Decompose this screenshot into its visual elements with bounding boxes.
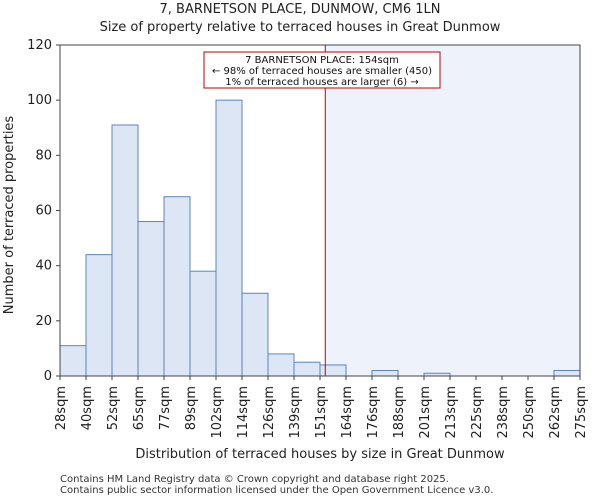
histogram-bar (241, 292, 269, 377)
chart-title: 7, BARNETSON PLACE, DUNMOW, CM6 1LN (159, 2, 441, 17)
x-tick-label: 77sqm (158, 386, 173, 430)
histogram-bar (215, 99, 243, 377)
histogram-bar (267, 353, 295, 377)
x-tick-label: 89sqm (184, 386, 199, 430)
x-tick-label: 102sqm (210, 386, 225, 439)
x-tick-label: 201sqm (418, 386, 433, 439)
x-tick-label: 28sqm (54, 386, 69, 430)
histogram-bar (111, 124, 139, 377)
footer-copyright: Contains HM Land Registry data © Crown c… (60, 474, 449, 485)
histogram-bar (371, 369, 399, 377)
x-tick-label: 40sqm (80, 386, 95, 430)
y-tick-label: 0 (44, 369, 52, 384)
x-tick-label: 238sqm (496, 386, 511, 439)
histogram-bar (319, 364, 347, 377)
x-tick-label: 275sqm (574, 386, 589, 439)
footer-licence: Contains public sector information licen… (60, 485, 494, 496)
x-tick-label: 213sqm (444, 386, 459, 439)
annotation-line-2: ← 98% of terraced houses are smaller (45… (212, 66, 432, 77)
histogram-bar (85, 254, 113, 377)
x-tick-label: 176sqm (366, 386, 381, 439)
histogram-bar (189, 270, 217, 377)
histogram-bar (59, 345, 87, 377)
larger-region-shade (325, 45, 580, 376)
histogram-bar (553, 369, 581, 377)
y-tick-label: 120 (27, 38, 52, 53)
y-tick-label: 100 (27, 93, 52, 108)
y-tick-label: 80 (35, 148, 52, 163)
x-tick-label: 262sqm (548, 386, 563, 439)
histogram-bar (293, 361, 321, 377)
x-tick-label: 250sqm (522, 386, 537, 439)
y-tick-label: 40 (35, 259, 52, 274)
annotation-box (203, 51, 441, 89)
x-tick-label: 139sqm (288, 386, 303, 439)
x-tick-label: 52sqm (106, 386, 121, 430)
x-tick-label: 151sqm (314, 386, 329, 439)
y-axis-label: Number of terraced properties (2, 116, 17, 315)
x-axis-label: Distribution of terraced houses by size … (135, 447, 505, 462)
x-tick-label: 114sqm (236, 386, 251, 439)
marker-annotation: 7 BARNETSON PLACE: 154sqm ← 98% of terra… (203, 51, 441, 89)
y-tick-label: 20 (35, 314, 52, 329)
x-tick-label: 126sqm (262, 386, 277, 439)
x-tick-label: 65sqm (132, 386, 147, 430)
x-tick-label: 164sqm (340, 386, 355, 439)
y-tick-label: 60 (35, 204, 52, 219)
annotation-line-1: 7 BARNETSON PLACE: 154sqm (245, 55, 399, 66)
histogram-bar (163, 196, 191, 377)
x-tick-label: 188sqm (392, 386, 407, 439)
x-tick-label: 225sqm (470, 386, 485, 439)
annotation-line-3: 1% of terraced houses are larger (6) → (225, 77, 419, 88)
chart-subtitle: Size of property relative to terraced ho… (99, 20, 501, 35)
histogram-bar (137, 221, 165, 377)
